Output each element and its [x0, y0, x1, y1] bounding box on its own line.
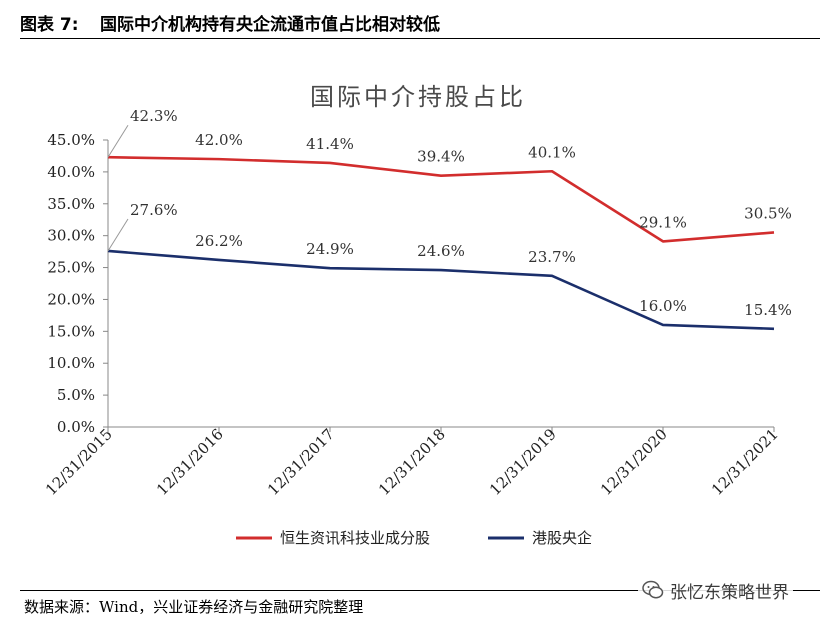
label-leader-line	[107, 124, 129, 158]
y-tick-label: 45.0%	[47, 131, 95, 149]
y-tick-label: 40.0%	[47, 163, 95, 181]
line-chart: 国际中介持股占比 0.0% 5.0% 10.0% 15.0% 20.0% 25.0% 30.…	[42, 83, 792, 547]
data-labels: 42.3% 42.0% 41.4% 39.4% 40.1% 29.1% 30.5% 27.6%…	[107, 107, 792, 319]
wechat-icon	[642, 580, 664, 599]
data-label: 41.4%	[306, 135, 354, 153]
data-label: 29.1%	[639, 213, 687, 231]
series-line-hengsheng-it	[107, 155, 775, 243]
watermark: 张忆东策略世界	[638, 576, 793, 604]
figure-label: 图表 7:	[20, 15, 79, 35]
legend: 恒生资讯科技业成分股 港股央企	[236, 529, 592, 547]
data-label: 42.3%	[130, 107, 178, 125]
data-label: 15.4%	[744, 301, 792, 319]
data-label: 40.1%	[528, 143, 576, 161]
x-tick-label: 12/31/2017	[264, 425, 338, 499]
x-axis-ticks: 12/31/2015 12/31/2016 12/31/2017 12/31/2018…	[42, 425, 782, 499]
data-label: 24.6%	[417, 242, 465, 260]
y-tick-label: 10.0%	[47, 354, 95, 372]
legend-label-hengsheng-it: 恒生资讯科技业成分股	[280, 529, 430, 547]
y-tick-label: 15.0%	[47, 322, 95, 340]
data-label: 39.4%	[417, 148, 465, 166]
y-axis-ticks: 0.0% 5.0% 10.0% 15.0% 20.0% 25.0% 30.0% 35.0% 40…	[47, 131, 108, 436]
legend-label-hk-soe: 港股央企	[532, 529, 592, 547]
data-label: 30.5%	[744, 204, 792, 222]
chart-title: 国际中介持股占比	[310, 83, 526, 111]
bottom-rule	[20, 590, 820, 591]
watermark-text: 张忆东策略世界	[670, 582, 789, 603]
x-tick-label: 12/31/2018	[375, 425, 449, 499]
y-tick-label: 5.0%	[57, 386, 95, 404]
series-line-hk-soe	[107, 249, 775, 331]
figure-header: 图表 7: 国际中介机构持有央企流通市值占比相对较低	[20, 8, 820, 35]
source-note: 数据来源：Wind，兴业证券经济与金融研究院整理	[24, 598, 364, 616]
data-label: 23.7%	[528, 248, 576, 266]
data-label: 42.0%	[195, 131, 243, 149]
y-tick-label: 20.0%	[47, 290, 95, 308]
data-label: 27.6%	[130, 201, 178, 219]
series-layer	[107, 155, 775, 331]
data-label: 16.0%	[639, 297, 687, 315]
x-tick-label: 12/31/2020	[597, 425, 671, 499]
y-tick-label: 0.0%	[57, 418, 95, 436]
x-tick-label: 12/31/2016	[153, 425, 227, 499]
data-label: 26.2%	[195, 232, 243, 250]
y-tick-label: 25.0%	[47, 259, 95, 277]
x-tick-label: 12/31/2021	[708, 425, 782, 499]
y-tick-label: 35.0%	[47, 195, 95, 213]
x-tick-label: 12/31/2019	[486, 425, 560, 499]
data-label: 24.9%	[306, 240, 354, 258]
y-tick-label: 30.0%	[47, 227, 95, 245]
top-rule	[20, 38, 820, 39]
label-leader-line	[107, 218, 129, 252]
figure-title: 国际中介机构持有央企流通市值占比相对较低	[100, 15, 440, 35]
x-tick-label: 12/31/2015	[42, 425, 116, 499]
